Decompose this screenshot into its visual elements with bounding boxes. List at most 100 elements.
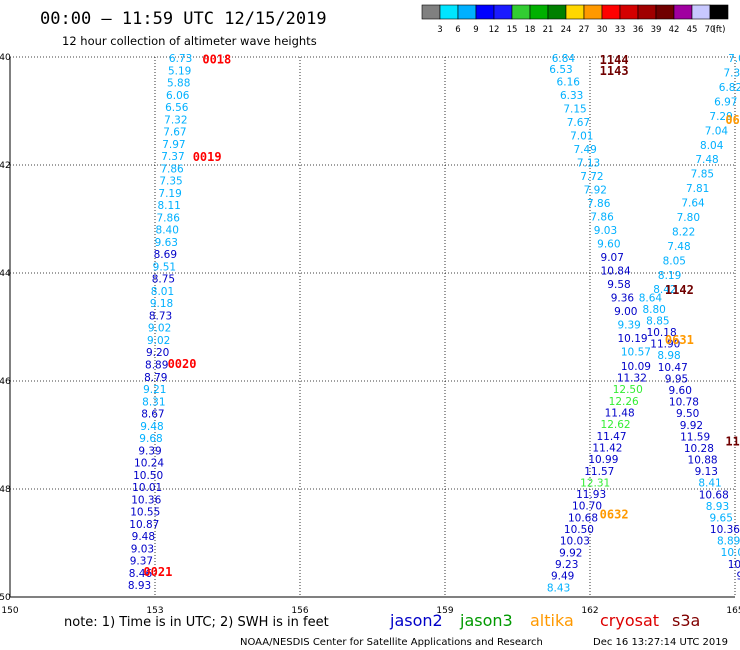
y-axis-ticks: -40 -42 -44 -46 -48 -50 [0, 53, 11, 603]
time-label: 0632 [600, 507, 629, 521]
wave-height-label: 11.42 [592, 442, 622, 454]
colorbar-swatch [547, 4, 567, 20]
credit-text: NOAA/NESDIS Center for Satellite Applica… [240, 637, 543, 648]
wave-height-label: 5.88 [167, 78, 190, 90]
wave-height-label: 8.19 [658, 270, 681, 282]
wave-height-label: 8.46 [129, 568, 153, 580]
colorbar-swatch [511, 4, 531, 20]
x-tick-label: 162 [581, 606, 598, 616]
wave-height-label: 10.47 [658, 362, 688, 374]
wave-height-label: 7.13 [577, 157, 600, 169]
wave-height-label: 6.82 [719, 82, 740, 94]
wave-height-label: 10.01 [132, 482, 162, 494]
wave-height-label: 7.81 [686, 183, 709, 195]
legend-jason3: jason3 [459, 611, 513, 630]
wave-height-label: 9.07 [601, 252, 624, 264]
wave-height-label: 9.50 [676, 408, 699, 420]
wave-height-label: 10.57 [621, 346, 651, 358]
wave-height-label: 7.86 [590, 211, 614, 223]
wave-height-label: 8.41 [698, 478, 721, 490]
colorbar-tick-label: 30 [597, 25, 608, 35]
wave-height-label: 10.09 [621, 361, 651, 373]
colorbar-swatch [691, 4, 711, 20]
wave-height-label: 11.48 [605, 407, 635, 419]
plot-frame [9, 57, 735, 598]
wave-height-label: 10.28 [684, 443, 714, 455]
wave-height-label: 9.60 [669, 385, 692, 397]
wave-height-label: 11.90 [650, 339, 680, 351]
colorbar-tick-label: 18 [525, 25, 536, 35]
time-label: 0018 [202, 53, 231, 67]
colorbar-swatch [619, 4, 639, 20]
wave-height-label: 9.03 [594, 225, 617, 237]
wave-height-label: 9.00 [614, 306, 637, 318]
wave-height-label: 9.63 [155, 237, 178, 249]
wave-height-label: 8.40 [156, 225, 179, 237]
wave-height-label: 9 [736, 570, 740, 582]
wave-height-label: 6.73 [169, 53, 192, 65]
wave-height-label: 11.93 [576, 489, 606, 501]
colorbar-tick-label: 15 [507, 25, 518, 35]
wave-height-label: 7.49 [573, 144, 596, 156]
y-tick-label: -48 [0, 485, 11, 495]
time-label: 0021 [143, 565, 172, 579]
wave-height-label: 11.59 [680, 431, 710, 443]
wave-height-label: 8.73 [149, 310, 172, 322]
x-axis-ticks: 150 153 156 159 162 165 [1, 606, 740, 616]
wave-height-label: 7.80 [677, 212, 700, 224]
wave-height-label: 8.89 [717, 536, 740, 548]
wave-height-labels: 6.735.195.886.066.567.327.677.977.377.86… [128, 53, 740, 594]
wave-height-label: 7.86 [587, 198, 611, 210]
wave-height-label: 10.24 [134, 458, 164, 470]
wave-height-label: 7.19 [158, 188, 181, 200]
wave-height-label: 9.36 [611, 292, 635, 304]
wave-height-label: 12.26 [609, 396, 639, 408]
wave-height-label: 12.50 [613, 384, 643, 396]
legend-cryosat: cryosat [600, 611, 659, 630]
wave-height-label: 10.36 [131, 494, 161, 506]
wave-height-label: 8.42 [653, 284, 676, 296]
timestamp-text: Dec 16 13:27:14 UTC 2019 [593, 637, 728, 648]
note-text: note: 1) Time is in UTC; 2) SWH is in fe… [64, 615, 329, 630]
wave-height-label: 8.05 [663, 255, 686, 267]
x-tick-label: 156 [291, 606, 308, 616]
wave-height-label: 8.69 [154, 249, 177, 261]
wave-height-label: 12.62 [601, 419, 631, 431]
x-tick-label: 165 [726, 606, 740, 616]
wave-height-label: 9.02 [147, 335, 170, 347]
wave-height-label: 7.67 [567, 117, 590, 129]
wave-height-label: 7.35 [159, 176, 182, 188]
wave-height-label: 7.67 [163, 127, 186, 139]
wave-height-label: 7.29 [709, 111, 732, 123]
wave-height-label: 7.86 [160, 163, 184, 175]
colorbar-tick-label: 42 [669, 25, 680, 35]
x-tick-label: 159 [436, 606, 453, 616]
colorbar-tick-label: 12 [489, 25, 500, 35]
wave-height-label: 9.60 [597, 238, 620, 250]
wave-height-label: 6.53 [549, 64, 572, 76]
colorbar-swatch [529, 4, 549, 20]
wave-height-label: 10.87 [129, 519, 159, 531]
colorbar-tick-label: 36 [633, 25, 644, 35]
wave-height-label: 5.19 [168, 65, 191, 77]
colorbar-swatch [709, 4, 729, 20]
time-label: 1144 [600, 53, 629, 67]
chart-subtitle: 12 hour collection of altimeter wave hei… [62, 34, 317, 48]
wave-height-label: 10.68 [568, 512, 598, 524]
wave-height-label: 9.23 [555, 559, 578, 571]
colorbar-tick-label: 6 [455, 25, 460, 35]
wave-height-label: 9.48 [140, 421, 163, 433]
wave-height-label: 10.18 [647, 327, 677, 339]
colorbar-swatch [493, 4, 513, 20]
wave-height-label: 8.98 [657, 350, 680, 362]
wave-height-label: 6.84 [552, 53, 576, 65]
wave-height-label: 7.34 [723, 68, 740, 80]
wave-height-label: 9.02 [148, 323, 171, 335]
colorbar-swatch [637, 4, 657, 20]
colorbar-tick-label: 21 [543, 25, 554, 35]
wave-height-label: 10.68 [699, 489, 729, 501]
wave-height-label: 10.50 [133, 470, 163, 482]
wave-height-label: 9.21 [143, 384, 166, 396]
